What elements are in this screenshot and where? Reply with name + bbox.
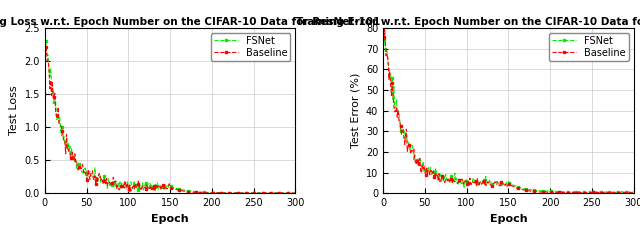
- Baseline: [591, 191, 599, 194]
- Line: FSNet: FSNet: [383, 37, 635, 194]
- Baseline: [630, 191, 637, 194]
- FSNet: [42, 40, 49, 43]
- Baseline: [291, 192, 299, 194]
- FSNet: [291, 192, 299, 194]
- Baseline: [42, 45, 49, 48]
- Title: Training Loss w.r.t. Epoch Number on the CIFAR-10 Data for ResNet-101: Training Loss w.r.t. Epoch Number on the…: [0, 17, 381, 27]
- FSNet: [607, 191, 615, 193]
- FSNet: [189, 190, 197, 193]
- Title: Training Error w.r.t. Epoch Number on the CIFAR-10 Data for ResNet-101: Training Error w.r.t. Epoch Number on th…: [296, 17, 640, 27]
- Line: Baseline: Baseline: [383, 27, 635, 194]
- X-axis label: Epoch: Epoch: [490, 214, 527, 224]
- FSNet: [252, 192, 260, 194]
- Legend: FSNet, Baseline: FSNet, Baseline: [211, 33, 291, 61]
- Baseline: [268, 192, 275, 195]
- Baseline: [269, 192, 276, 195]
- Baseline: [252, 192, 260, 194]
- FSNet: [285, 192, 292, 195]
- Baseline: [195, 191, 202, 194]
- FSNet: [628, 191, 636, 194]
- X-axis label: Epoch: Epoch: [151, 214, 189, 224]
- Baseline: [381, 27, 388, 29]
- FSNet: [630, 190, 637, 193]
- FSNet: [529, 189, 537, 192]
- Baseline: [534, 191, 541, 193]
- Baseline: [529, 190, 536, 193]
- Line: Baseline: Baseline: [44, 45, 297, 195]
- FSNet: [534, 189, 541, 192]
- Baseline: [43, 48, 51, 51]
- Y-axis label: Test Loss: Test Loss: [9, 86, 19, 135]
- FSNet: [268, 191, 276, 194]
- FSNet: [195, 190, 202, 193]
- Baseline: [615, 191, 623, 194]
- FSNet: [380, 39, 388, 42]
- Baseline: [607, 191, 615, 194]
- Baseline: [191, 191, 198, 194]
- FSNet: [381, 54, 389, 57]
- Legend: FSNet, Baseline: FSNet, Baseline: [549, 33, 628, 61]
- Baseline: [381, 44, 389, 47]
- FSNet: [43, 50, 51, 52]
- Baseline: [380, 36, 388, 39]
- Baseline: [529, 190, 537, 193]
- Y-axis label: Test Error (%): Test Error (%): [350, 73, 360, 148]
- FSNet: [529, 188, 536, 191]
- Line: FSNet: FSNet: [44, 40, 297, 194]
- Baseline: [189, 191, 197, 194]
- FSNet: [191, 190, 198, 193]
- FSNet: [591, 190, 599, 193]
- FSNet: [381, 37, 388, 40]
